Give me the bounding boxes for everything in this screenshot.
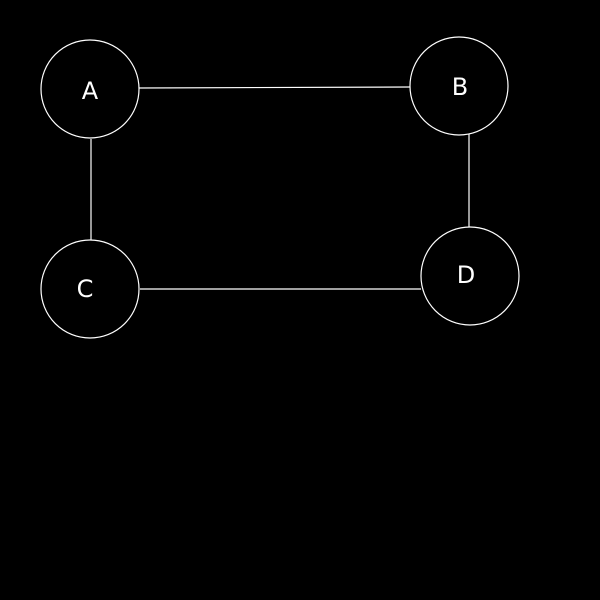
edge-a-b	[138, 86, 411, 89]
node-d-circle	[420, 226, 520, 326]
node-a-label: A	[82, 77, 99, 105]
node-c-label: C	[77, 275, 94, 303]
node-c: C	[40, 239, 140, 339]
node-a-circle	[40, 39, 140, 139]
node-d: D	[420, 226, 520, 326]
node-c-circle	[40, 239, 140, 339]
node-b-label: B	[452, 73, 468, 101]
node-b-circle	[409, 36, 509, 136]
node-d-label: D	[457, 261, 475, 289]
node-a: A	[40, 39, 140, 139]
node-b: B	[409, 36, 509, 136]
